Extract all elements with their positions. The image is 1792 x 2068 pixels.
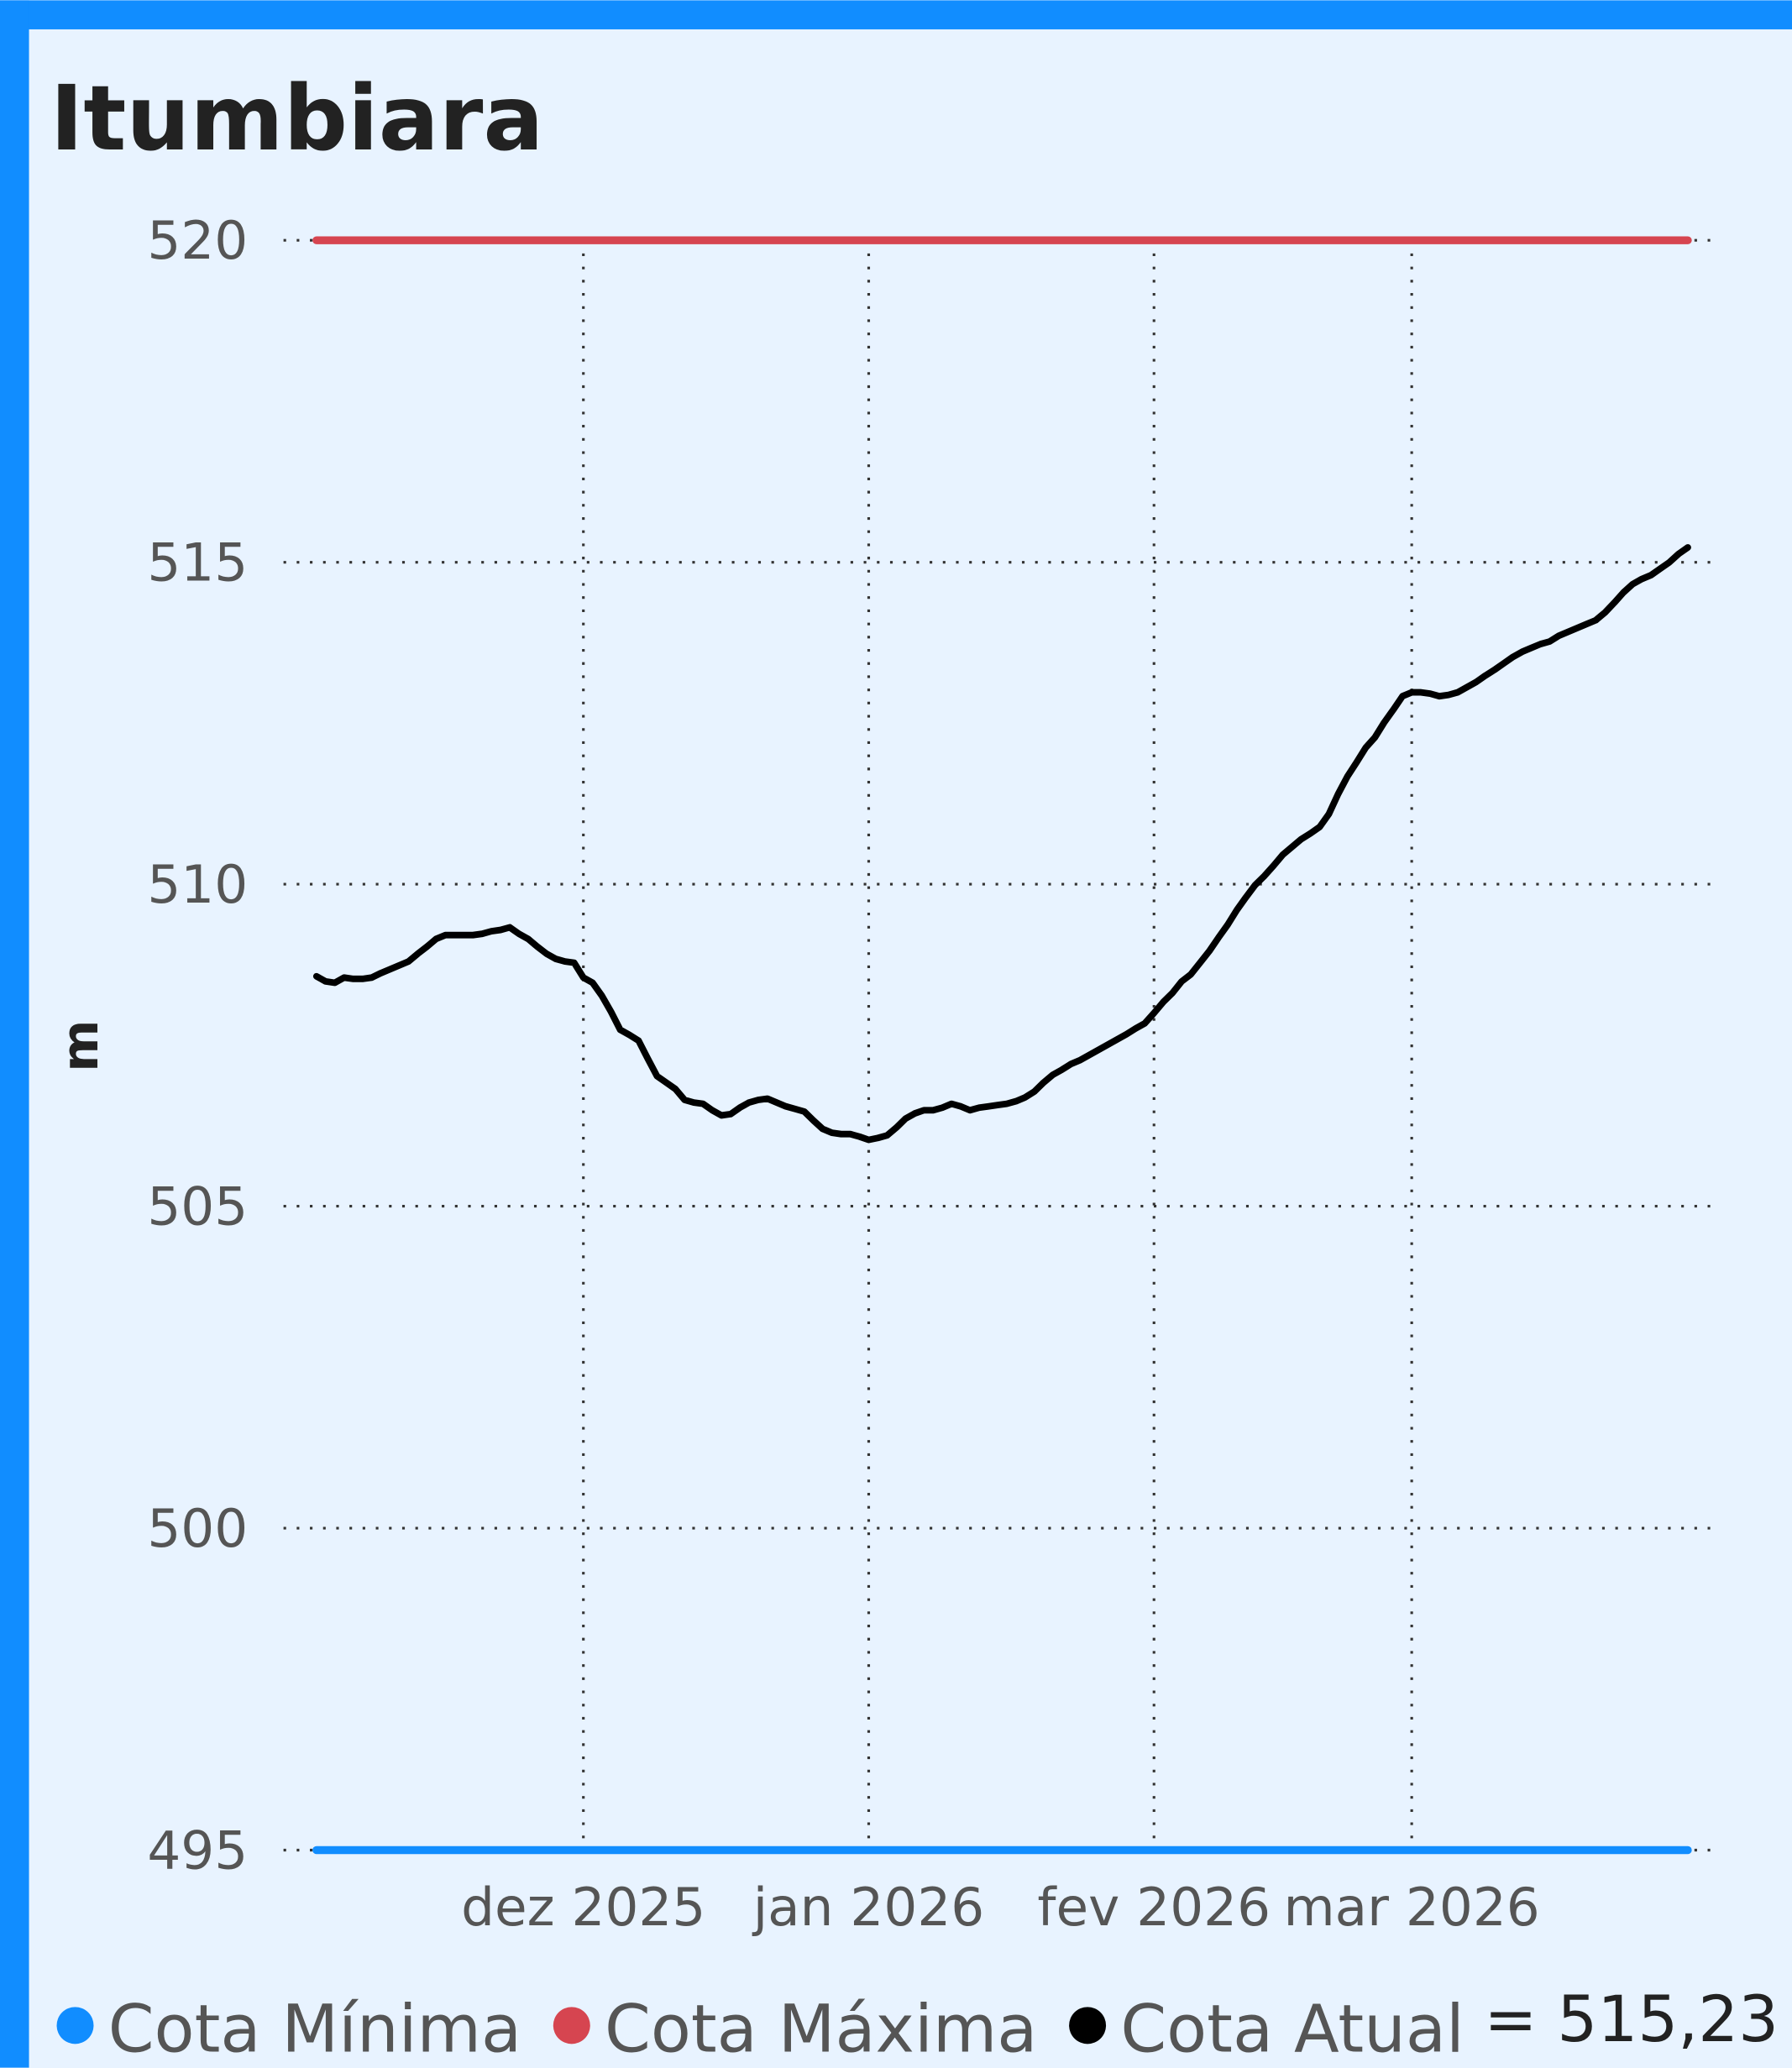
x-tick-label: jan 2026 (752, 1877, 985, 1938)
y-tick-label: 515 (147, 532, 248, 594)
y-tick-label: 510 (147, 854, 248, 915)
plot (312, 236, 1692, 1855)
legend-marker (553, 2007, 590, 2044)
y-tick-label: 505 (147, 1176, 248, 1238)
chart-title: Itumbiara (50, 67, 544, 171)
y-tick-label: 520 (147, 210, 248, 271)
annotation: = 515,23 m (1484, 1982, 1792, 2056)
legend-label: Cota Atual (1120, 1991, 1464, 2068)
x-tick-label: dez 2025 (461, 1877, 705, 1938)
y-tick-label: 495 (147, 1819, 248, 1881)
x-tick-label: fev 2026 (1037, 1877, 1271, 1938)
x-tick-label: mar 2026 (1284, 1877, 1540, 1938)
left-border (0, 0, 29, 2068)
y-tick-label: 500 (147, 1498, 248, 1559)
legend-label: Cota Mínima (108, 1991, 521, 2068)
series-line (312, 544, 1691, 1144)
legend-marker (56, 2007, 94, 2044)
y-axis-title: m (52, 1020, 110, 1072)
legend-label: Cota Máxima (605, 1991, 1037, 2068)
legend-marker (1069, 2007, 1107, 2044)
grid: 495 500 505 510 515 520 dez 2025 jan 2026 fev 20… (147, 210, 1715, 1938)
legend: Cota Mínima Cota Máxima Cota Atual = 515,23… (56, 1982, 1792, 2068)
top-border (0, 0, 1792, 29)
